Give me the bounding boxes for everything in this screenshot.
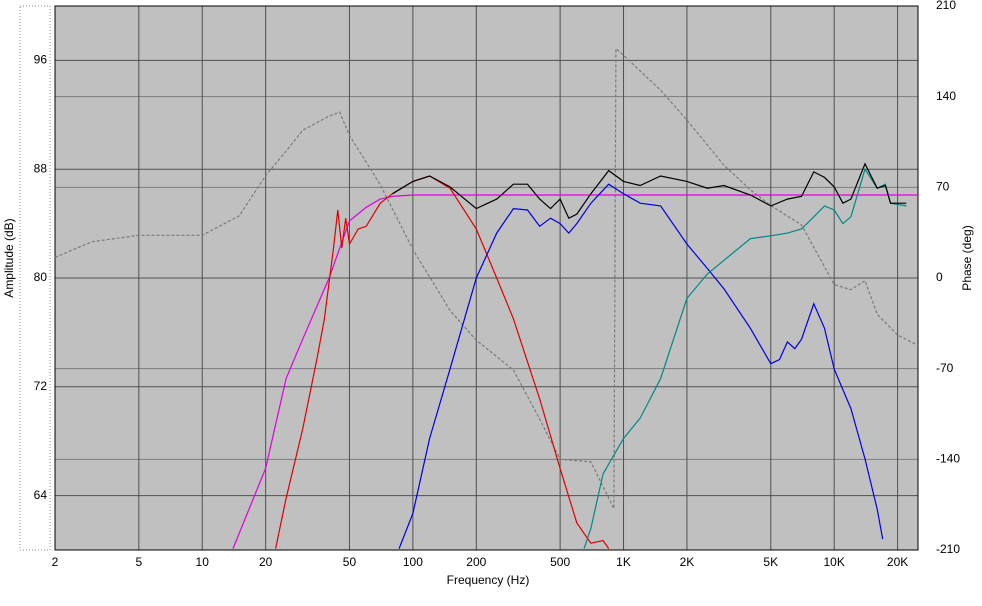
y-tick-label: 72 bbox=[34, 379, 48, 393]
y-tick-label: 96 bbox=[34, 53, 48, 67]
x-tick-label: 5K bbox=[763, 555, 778, 569]
series-line bbox=[232, 194, 918, 549]
x-tick-label: 20K bbox=[887, 555, 908, 569]
x-axis-label: Frequency (Hz) bbox=[447, 573, 530, 587]
series-line bbox=[583, 167, 907, 549]
x-tick-label: 200 bbox=[466, 555, 486, 569]
y-tick-label: 80 bbox=[34, 270, 48, 284]
y2-axis-label: Phase (deg) bbox=[960, 225, 974, 290]
y-tick-label: 88 bbox=[34, 161, 48, 175]
series-line bbox=[392, 162, 907, 220]
x-tick-label: 2K bbox=[680, 555, 695, 569]
y2-tick-label: -70 bbox=[936, 361, 954, 375]
x-tick-label: 10 bbox=[196, 555, 210, 569]
y-axis-label: Amplitude (dB) bbox=[2, 218, 16, 297]
x-tick-label: 100 bbox=[403, 555, 423, 569]
x-tick-label: 20 bbox=[259, 555, 273, 569]
series-line bbox=[275, 175, 610, 549]
x-tick-label: 10K bbox=[823, 555, 844, 569]
x-tick-label: 2 bbox=[52, 555, 59, 569]
x-tick-label: 1K bbox=[616, 555, 631, 569]
y2-tick-label: -140 bbox=[936, 452, 960, 466]
series-line bbox=[398, 183, 884, 549]
x-tick-label: 500 bbox=[550, 555, 570, 569]
y-tick-label: 64 bbox=[34, 488, 48, 502]
y2-tick-label: 0 bbox=[936, 270, 943, 284]
y2-tick-label: -210 bbox=[936, 542, 960, 556]
y2-tick-label: 140 bbox=[936, 89, 956, 103]
x-tick-label: 5 bbox=[135, 555, 142, 569]
axis-box bbox=[19, 5, 51, 551]
series-line bbox=[54, 47, 919, 509]
plot-frame bbox=[54, 5, 919, 551]
x-tick-label: 50 bbox=[343, 555, 357, 569]
y2-tick-label: 70 bbox=[936, 180, 950, 194]
y2-tick-label: 210 bbox=[936, 0, 956, 12]
